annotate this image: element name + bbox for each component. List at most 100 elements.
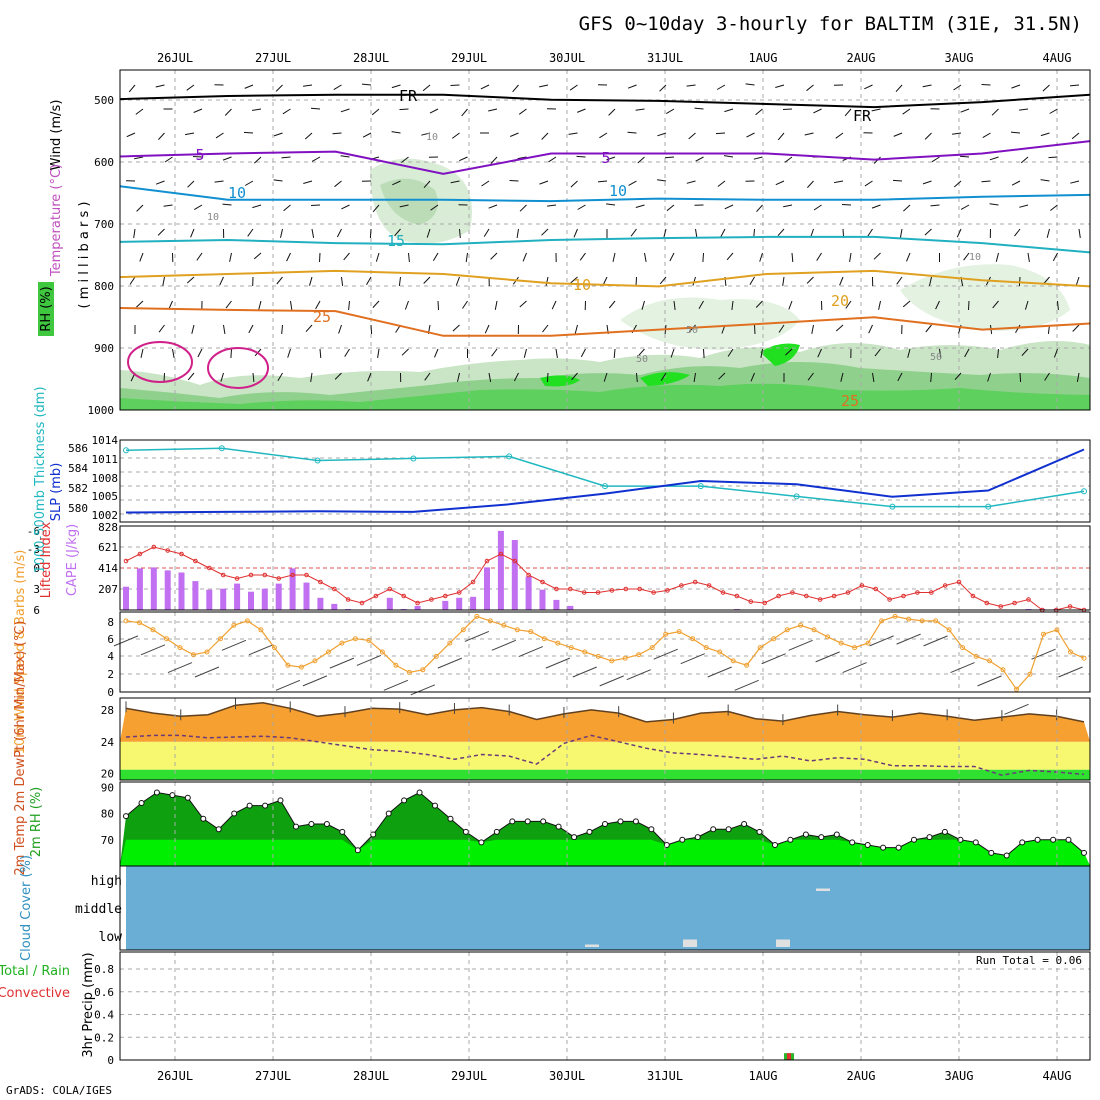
wind-point (123, 618, 129, 624)
wind-barb (225, 300, 232, 309)
wind-barb (1053, 348, 1058, 358)
wind-barb (340, 155, 350, 158)
wind-barb (222, 203, 232, 206)
wind-barb (576, 155, 586, 158)
thickness-ytick: 580 (68, 502, 88, 515)
slp-frame (119, 439, 1091, 523)
wind-barb (630, 228, 637, 237)
lifted-point (804, 593, 809, 599)
wind-barb (775, 84, 785, 88)
wind-point (852, 645, 858, 651)
wind-barb (1010, 131, 1021, 134)
wind-barb (670, 348, 675, 358)
wind-ylabel: Wind (m/s) (49, 100, 64, 171)
cloud-bar (776, 939, 790, 947)
wind-barb (804, 132, 814, 136)
wind-barb (512, 84, 519, 93)
lifted-point (332, 586, 337, 592)
wind-barb (1011, 180, 1021, 186)
lifted-point (429, 597, 434, 602)
wind-barb (903, 204, 911, 212)
wind-point (487, 618, 493, 624)
wind-barb (1019, 372, 1022, 383)
contour-label: 20 (831, 292, 849, 310)
wind-barb (635, 204, 645, 208)
rh-ytick: 70 (101, 834, 114, 847)
wind-barb (340, 108, 350, 113)
wind-barb (929, 276, 932, 286)
cloud-level-label: low (99, 930, 123, 945)
cape-bar (386, 597, 393, 610)
lifted-point (456, 590, 462, 595)
cloud-bar (816, 888, 830, 891)
lifted-ytick: 6 (33, 604, 40, 617)
cape-bar (456, 597, 463, 610)
cape-bar (442, 600, 449, 610)
lifted-point (234, 576, 240, 581)
wind-point (892, 613, 898, 619)
date-label-bottom: 2AUG (847, 1069, 876, 1083)
wind-barb (872, 372, 875, 382)
cape-bar (497, 530, 504, 610)
wind-barb (191, 324, 195, 334)
rh2m-point (138, 800, 145, 806)
wind-barb (664, 156, 675, 159)
date-label-bottom: 26JUL (157, 1069, 193, 1083)
wind-barb (244, 180, 254, 186)
wind-barb (813, 108, 822, 114)
wind-barb (895, 84, 903, 93)
lifted-point (568, 586, 573, 592)
cape-bar (484, 567, 490, 610)
lifted-point (956, 579, 962, 585)
rh2m-point (1065, 836, 1072, 843)
wind-barb (724, 204, 734, 210)
wind-barb (817, 348, 822, 358)
lifted-point (304, 572, 309, 578)
wind-barb (488, 372, 492, 382)
wind-barb (163, 204, 173, 207)
wind-barb (873, 252, 881, 260)
wind-barb (1048, 156, 1058, 159)
rh2m-point (293, 823, 299, 830)
wind-barb (746, 132, 755, 138)
lifted-point (1067, 604, 1073, 609)
wind-barb (896, 276, 903, 285)
cloud-bar (683, 939, 697, 947)
wind-barb (931, 156, 940, 163)
wind-point (703, 645, 709, 651)
rh-shading (120, 383, 1090, 410)
thickness-ytick: 584 (68, 462, 88, 475)
rh2m-point (339, 828, 346, 835)
rh-ytick: 90 (101, 781, 114, 794)
wind-barb (726, 252, 734, 261)
wind-barb-10m (140, 644, 166, 656)
wind-barb (806, 84, 814, 92)
wind-point (447, 640, 453, 646)
lifted-point (401, 593, 407, 599)
wind-ylabels: 10m Wind Speed & Barbs (m/s) (13, 550, 28, 755)
wind-barb (785, 348, 793, 356)
wind-point (258, 627, 264, 633)
rh2m-point (1019, 839, 1026, 846)
wind-barb (1015, 324, 1021, 334)
wind-barb (813, 204, 822, 211)
lifted-point (581, 590, 587, 595)
wind-barb (606, 156, 616, 161)
wind-barb (954, 372, 962, 381)
cape-bar (123, 586, 129, 610)
wind-barb (555, 348, 558, 358)
wind-barb (450, 84, 460, 86)
wind-barb (247, 228, 254, 237)
wind-barb (659, 276, 667, 285)
mb-ylabel: ( m i l l i b a r s ) (77, 202, 92, 309)
wind-point (393, 662, 399, 668)
t2m-ylabel: 2m Temp 2m DewPt (6hr Min/Max) (°C) (13, 621, 28, 876)
rh2m-point (972, 839, 979, 846)
wind-point (595, 653, 601, 659)
wind-barb (718, 372, 726, 380)
wind-barb (522, 252, 527, 262)
wind-barb (930, 204, 940, 207)
wind-barb (421, 132, 431, 136)
contour-label: 50 (686, 325, 698, 336)
